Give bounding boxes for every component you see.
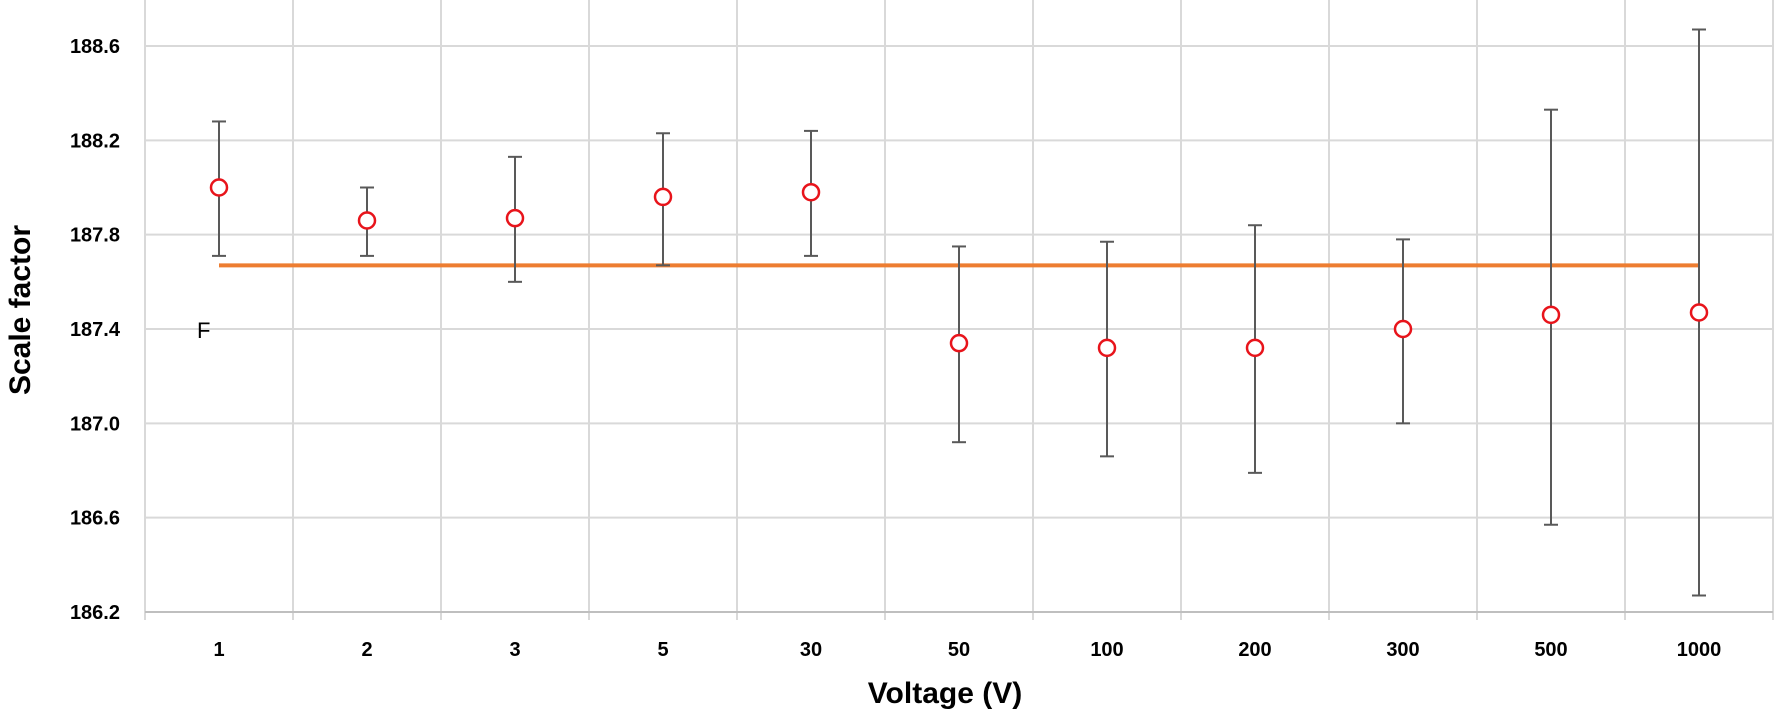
x-tick-label: 50 [948,639,970,661]
y-axis-label: Scale factor [4,225,37,395]
y-tick-label: 187.0 [70,413,120,435]
x-axis-label: Voltage (V) [868,677,1022,710]
error-bars [212,28,1706,597]
data-point [1689,303,1709,322]
data-point [1541,305,1561,325]
data-point [1245,338,1265,358]
x-tick-label: 3 [509,639,520,661]
data-point [505,208,525,228]
data-point [801,182,821,202]
x-tick-label: 500 [1534,639,1567,661]
y-tick-label: 188.6 [70,36,120,58]
x-tick-label: 300 [1386,639,1419,661]
x-tick-label: 2 [361,639,372,661]
y-tick-label: 187.8 [70,225,120,247]
y-tick-label: 187.4 [70,319,121,341]
x-axis-tick-labels: 1 2 3 5 30 50 100 200 300 500 1000 [213,639,1721,661]
x-tick-label: 1 [213,639,224,661]
data-point [357,211,377,230]
x-tick-label: 1000 [1677,639,1722,661]
y-tick-label: 188.2 [70,130,120,152]
y-tick-label: 186.6 [70,508,120,530]
grid [144,0,1774,620]
data-point [209,178,229,197]
x-tick-label: 5 [657,639,668,661]
data-points [209,178,1709,358]
x-tick-label: 200 [1238,639,1271,661]
y-tick-label: 186.2 [70,602,120,624]
data-point [949,333,969,353]
x-tick-label: 30 [800,639,822,661]
data-point [1393,319,1413,339]
data-point [1097,338,1117,358]
annotation-label: F [197,318,210,343]
x-tick-label: 100 [1090,639,1123,661]
y-axis-tick-labels: 186.2 186.6 187.0 187.4 187.8 188.2 188.6 [70,36,121,624]
data-point [653,187,673,207]
